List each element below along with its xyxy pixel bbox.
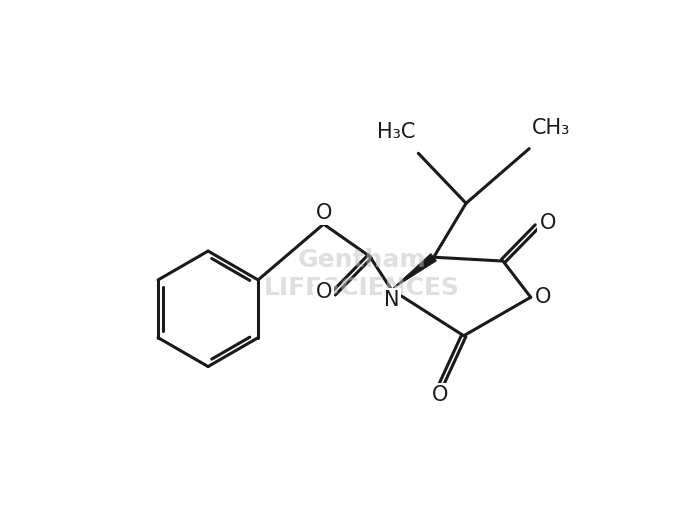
Text: O: O <box>432 385 448 405</box>
Text: N: N <box>383 290 399 310</box>
Text: O: O <box>316 203 333 223</box>
Text: H₃C: H₃C <box>377 123 416 142</box>
Text: O: O <box>539 213 556 233</box>
Polygon shape <box>391 254 436 290</box>
Text: CH₃: CH₃ <box>532 118 571 138</box>
Text: O: O <box>535 287 551 307</box>
Text: Gentham
LIFESCIENCES: Gentham LIFESCIENCES <box>264 248 460 300</box>
Text: O: O <box>315 282 332 302</box>
